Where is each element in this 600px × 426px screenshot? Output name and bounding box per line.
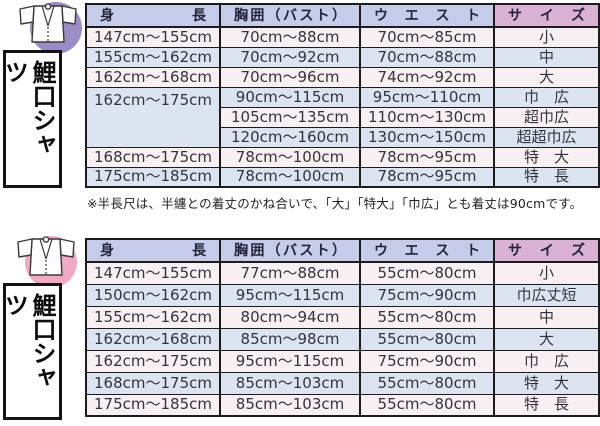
cell-waist: 75cm〜90cm bbox=[359, 349, 495, 373]
cell-size: 特 大 bbox=[493, 371, 600, 395]
table-row: 147cm〜155cm 77cm〜88cm 55cm〜80cm 小 bbox=[85, 261, 600, 285]
cell-height: 168cm〜175cm bbox=[85, 371, 221, 395]
cell-bust: 85cm〜103cm bbox=[219, 371, 361, 395]
cell-waist: 55cm〜80cm bbox=[359, 371, 495, 395]
cell-bust: 85cm〜103cm bbox=[219, 393, 361, 417]
header-size: サイズ bbox=[493, 3, 600, 28]
koikuchi-shirt-icon-adult bbox=[19, 2, 82, 54]
cell-bust: 90cm〜115cm bbox=[219, 86, 361, 108]
product-title: 鯉口シャツ bbox=[0, 293, 56, 389]
cell-height: 150cm〜162cm bbox=[85, 283, 221, 307]
product-title: 鯉口シャツ bbox=[0, 60, 56, 156]
cell-waist: 130cm〜150cm bbox=[359, 126, 495, 148]
table-header-row: 身長 胸囲（バスト） ウエスト サイズ bbox=[85, 3, 600, 28]
table-row: 162cm〜175cm 90cm〜115cm 95cm〜110cm 巾 広 bbox=[85, 86, 600, 148]
cell-size: 巾広丈短 bbox=[493, 283, 600, 307]
cell-waist: 95cm〜110cm bbox=[359, 86, 495, 108]
cell-height: 162cm〜168cm bbox=[85, 327, 221, 351]
koikuchi-shirt-icon-women bbox=[17, 236, 77, 288]
header-height: 身長 bbox=[85, 3, 221, 28]
cell-bust: 80cm〜94cm bbox=[219, 305, 361, 329]
cell-height: 155cm〜162cm bbox=[85, 46, 221, 68]
table-row: 175cm〜185cm 78cm〜100cm 78cm〜95cm 特 長 bbox=[85, 166, 600, 188]
table-row: 162cm〜168cm 70cm〜96cm 74cm〜92cm 大 bbox=[85, 66, 600, 88]
cell-bust: 105cm〜135cm bbox=[219, 106, 361, 128]
header-bust: 胸囲（バスト） bbox=[219, 238, 361, 263]
cell-waist: 70cm〜88cm bbox=[359, 46, 495, 68]
cell-size: 巾 広 bbox=[493, 86, 600, 108]
cell-height-merged: 162cm〜175cm bbox=[85, 86, 221, 148]
cell-bust: 120cm〜160cm bbox=[219, 126, 361, 148]
cell-waist: 78cm〜95cm bbox=[359, 166, 495, 188]
cell-size: 大 bbox=[493, 66, 600, 88]
cell-size: 特 長 bbox=[493, 166, 600, 188]
table-row: 150cm〜162cm 95cm〜115cm 75cm〜90cm 巾広丈短 bbox=[85, 283, 600, 307]
cell-size: 特 長 bbox=[493, 393, 600, 417]
table-row: 155cm〜162cm 80cm〜94cm 55cm〜80cm 中 bbox=[85, 305, 600, 329]
table-row: 175cm〜185cm 85cm〜103cm 55cm〜80cm 特 長 bbox=[85, 393, 600, 417]
cell-waist: 55cm〜80cm bbox=[359, 261, 495, 285]
cell-height: 168cm〜175cm bbox=[85, 146, 221, 168]
cell-size: 小 bbox=[493, 261, 600, 285]
cell-waist: 55cm〜80cm bbox=[359, 393, 495, 417]
adult-size-table: 身長 胸囲（バスト） ウエスト サイズ 147cm〜155cm 70cm〜88c… bbox=[85, 3, 600, 188]
cell-height: 162cm〜168cm bbox=[85, 66, 221, 88]
cell-waist: 55cm〜80cm bbox=[359, 327, 495, 351]
women-size-table: 身長 胸囲（バスト） ウエスト サイズ 147cm〜155cm 77cm〜88c… bbox=[85, 238, 600, 417]
cell-size: 特 大 bbox=[493, 146, 600, 168]
cell-height: 147cm〜155cm bbox=[85, 261, 221, 285]
cell-height: 175cm〜185cm bbox=[85, 166, 221, 188]
cell-bust: 70cm〜96cm bbox=[219, 66, 361, 88]
cell-size: 超超巾広 bbox=[493, 126, 600, 148]
cell-size: 中 bbox=[493, 46, 600, 68]
cell-bust: 95cm〜115cm bbox=[219, 283, 361, 307]
header-size: サイズ bbox=[493, 238, 600, 263]
cell-size: 大 bbox=[493, 327, 600, 351]
cell-waist: 74cm〜92cm bbox=[359, 66, 495, 88]
table-row: 162cm〜168cm 85cm〜98cm 55cm〜80cm 大 bbox=[85, 327, 600, 351]
cell-bust: 70cm〜88cm bbox=[219, 26, 361, 48]
cell-height: 147cm〜155cm bbox=[85, 26, 221, 48]
cell-bust: 77cm〜88cm bbox=[219, 261, 361, 285]
cell-bust: 85cm〜98cm bbox=[219, 327, 361, 351]
cell-waist: 78cm〜95cm bbox=[359, 146, 495, 168]
table-row: 162cm〜175cm 95cm〜115cm 75cm〜90cm 巾 広 bbox=[85, 349, 600, 373]
header-waist: ウエスト bbox=[359, 3, 495, 28]
header-bust: 胸囲（バスト） bbox=[219, 3, 361, 28]
cell-bust: 78cm〜100cm bbox=[219, 146, 361, 168]
table-row: 147cm〜155cm 70cm〜88cm 70cm〜85cm 小 bbox=[85, 26, 600, 48]
table-header-row: 身長 胸囲（バスト） ウエスト サイズ bbox=[85, 238, 600, 263]
table-row: 155cm〜162cm 70cm〜92cm 70cm〜88cm 中 bbox=[85, 46, 600, 68]
header-height: 身長 bbox=[85, 238, 221, 263]
cell-size: 巾 広 bbox=[493, 349, 600, 373]
product-label-adult: 鯉口シャツ （大人用） bbox=[0, 50, 62, 188]
cell-waist: 70cm〜85cm bbox=[359, 26, 495, 48]
cell-bust: 78cm〜100cm bbox=[219, 166, 361, 188]
table-row: 168cm〜175cm 85cm〜103cm 55cm〜80cm 特 大 bbox=[85, 371, 600, 395]
note-text: ※半長尺は、半纏との着丈のかね合いで、「大」「特大」「巾広」とも着丈は90cmで… bbox=[87, 196, 583, 211]
cell-bust: 70cm〜92cm bbox=[219, 46, 361, 68]
cell-waist: 55cm〜80cm bbox=[359, 305, 495, 329]
cell-height: 155cm〜162cm bbox=[85, 305, 221, 329]
cell-height: 175cm〜185cm bbox=[85, 393, 221, 417]
product-label-women: 鯉口シャツ （女性用） bbox=[0, 283, 62, 420]
cell-size: 超巾広 bbox=[493, 106, 600, 128]
cell-bust: 95cm〜115cm bbox=[219, 349, 361, 373]
cell-height: 162cm〜175cm bbox=[85, 349, 221, 373]
cell-size: 中 bbox=[493, 305, 600, 329]
cell-size: 小 bbox=[493, 26, 600, 48]
cell-waist: 75cm〜90cm bbox=[359, 283, 495, 307]
cell-waist: 110cm〜130cm bbox=[359, 106, 495, 128]
header-waist: ウエスト bbox=[359, 238, 495, 263]
table-row: 120cm〜160cm 130cm〜150cm 超超巾広 bbox=[86, 126, 600, 148]
table-row: 168cm〜175cm 78cm〜100cm 78cm〜95cm 特 大 bbox=[85, 146, 600, 168]
